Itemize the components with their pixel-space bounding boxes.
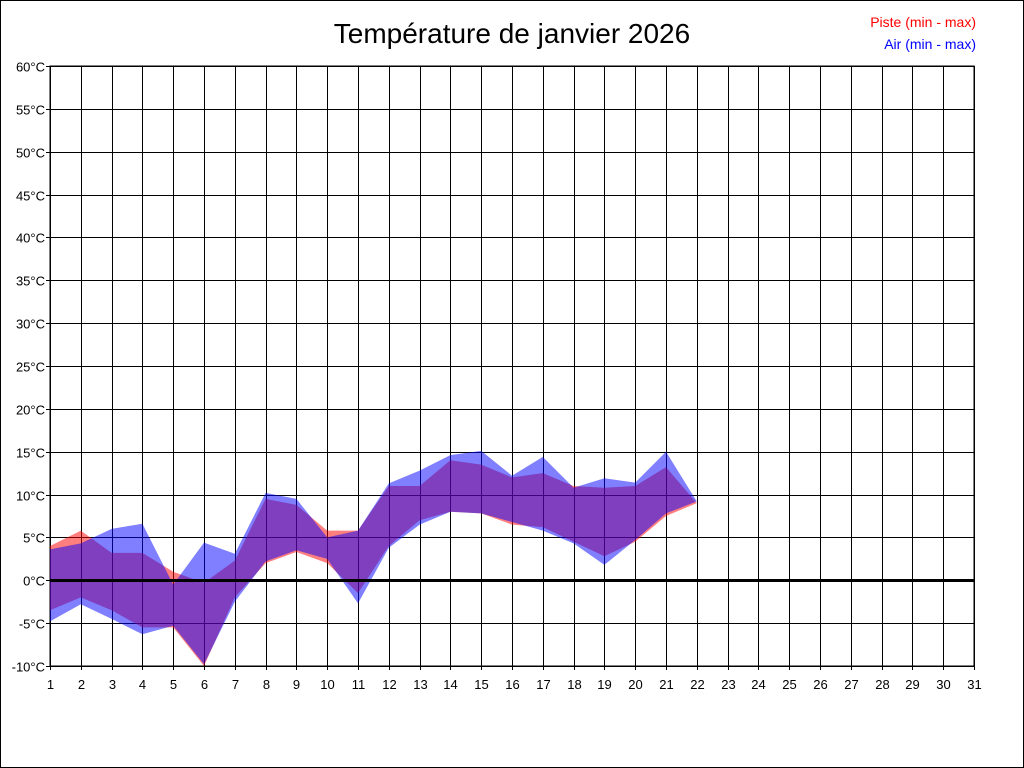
x-tick-label: 2: [78, 677, 85, 692]
x-tick-label: 23: [721, 677, 735, 692]
y-tick-label: 10°C: [16, 489, 45, 504]
x-tick-label: 27: [844, 677, 858, 692]
x-tick-label: 4: [139, 677, 146, 692]
x-tick-label: 7: [232, 677, 239, 692]
x-tick-label: 6: [201, 677, 208, 692]
y-tick-label: 20°C: [16, 403, 45, 418]
x-tick-label: 10: [320, 677, 334, 692]
air-range-band: [50, 450, 697, 665]
x-tick-label: 26: [813, 677, 827, 692]
y-tick-label: 5°C: [23, 531, 45, 546]
x-tick-label: 8: [263, 677, 270, 692]
y-tick-label: 60°C: [16, 60, 45, 75]
x-tick-label: 24: [751, 677, 765, 692]
x-tick-label: 19: [597, 677, 611, 692]
x-tick-label: 21: [659, 677, 673, 692]
x-tick-label: 13: [413, 677, 427, 692]
x-tick-label: 28: [875, 677, 889, 692]
x-tick-label: 16: [505, 677, 519, 692]
x-tick-label: 14: [443, 677, 457, 692]
y-tick-label: 30°C: [16, 317, 45, 332]
x-tick-label: 12: [382, 677, 396, 692]
x-tick-label: 18: [567, 677, 581, 692]
x-tick-label: 15: [474, 677, 488, 692]
y-tick-label: 45°C: [16, 189, 45, 204]
y-tick-label: 15°C: [16, 446, 45, 461]
y-tick-label: -10°C: [12, 660, 45, 675]
chart-title: Température de janvier 2026: [333, 18, 691, 49]
x-tick-label: 30: [936, 677, 950, 692]
x-tick-label: 29: [905, 677, 919, 692]
y-tick-label: 50°C: [16, 146, 45, 161]
legend-air: Air (min - max): [884, 36, 976, 52]
y-tick-label: -5°C: [19, 617, 45, 632]
x-tick-label: 17: [536, 677, 550, 692]
y-tick-label: 55°C: [16, 103, 45, 118]
y-tick-label: 40°C: [16, 231, 45, 246]
x-tick-label: 1: [47, 677, 54, 692]
x-tick-label: 5: [170, 677, 177, 692]
x-tick-label: 20: [628, 677, 642, 692]
x-tick-label: 31: [967, 677, 981, 692]
x-tick-label: 25: [782, 677, 796, 692]
x-tick-label: 9: [293, 677, 300, 692]
x-tick-label: 22: [690, 677, 704, 692]
y-tick-label: 35°C: [16, 274, 45, 289]
x-tick-label: 3: [109, 677, 116, 692]
y-tick-label: 25°C: [16, 360, 45, 375]
x-tick-label: 11: [352, 677, 366, 692]
y-tick-label: 0°C: [23, 574, 45, 589]
legend-piste: Piste (min - max): [870, 14, 976, 30]
